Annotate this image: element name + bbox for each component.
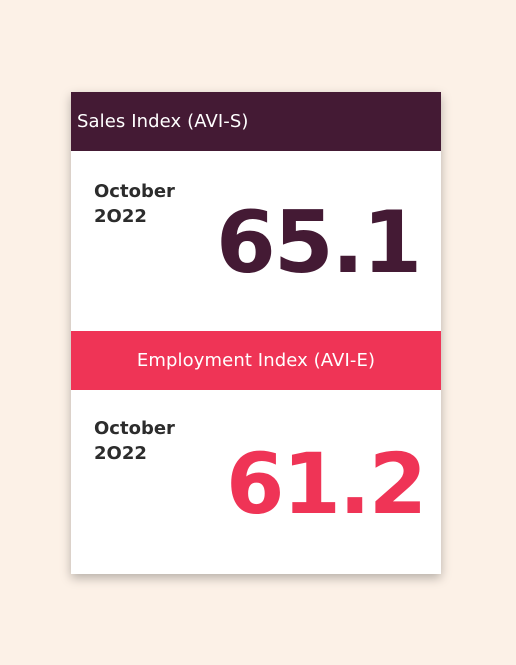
sales-index-title: Sales Index (AVI-S) — [77, 111, 249, 132]
employment-index-period: October 2O22 — [94, 418, 175, 464]
sales-index-value: 65.1 — [216, 193, 422, 293]
sales-index-period: October 2O22 — [94, 181, 175, 227]
index-card: Sales Index (AVI-S) October 2O22 65.1 Em… — [71, 92, 441, 574]
employment-index-title: Employment Index (AVI-E) — [136, 350, 376, 371]
employment-index-header: Employment Index (AVI-E) — [71, 331, 441, 390]
sales-index-header: Sales Index (AVI-S) — [71, 92, 441, 151]
employment-index-value: 61.2 — [226, 435, 427, 533]
